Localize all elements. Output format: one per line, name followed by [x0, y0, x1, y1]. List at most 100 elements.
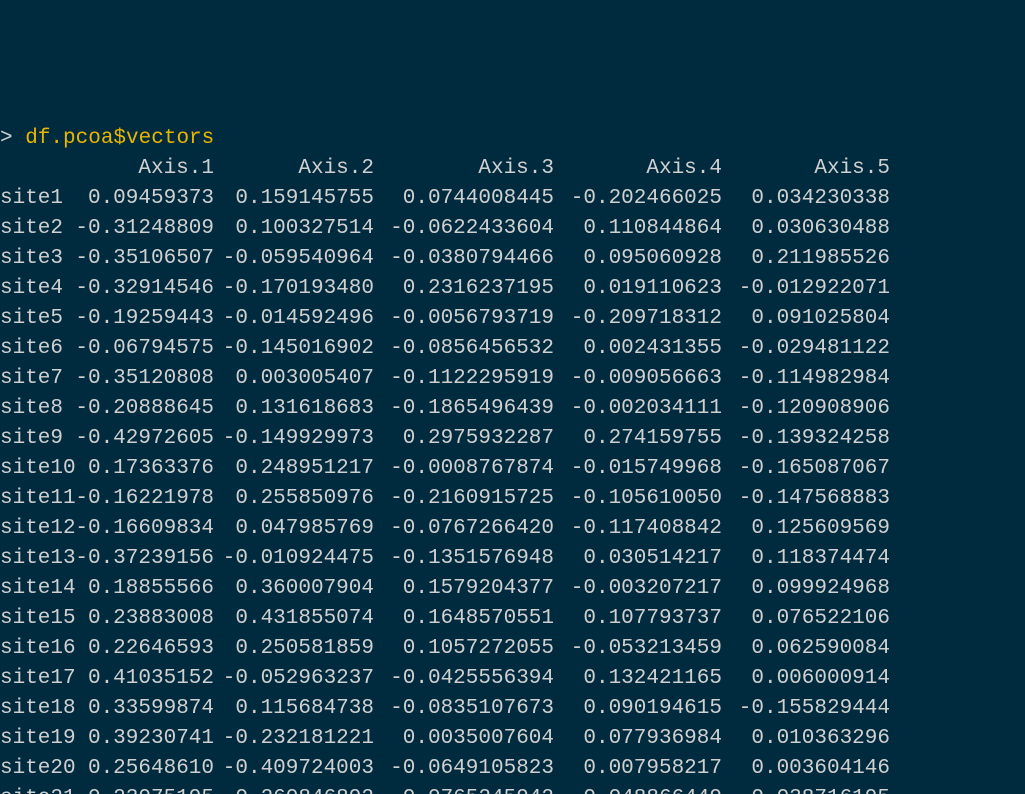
table-cell: -0.42972605 [74, 424, 214, 454]
table-cell: -0.1865496439 [374, 394, 554, 424]
table-cell: 0.090194615 [554, 694, 722, 724]
table-row: site1 0.09459373 0.159145755 0.074400844… [0, 184, 1025, 214]
table-cell: -0.16609834 [74, 514, 214, 544]
table-cell: -0.145016902 [214, 334, 374, 364]
row-name: site18 [0, 694, 74, 724]
table-cell: 0.038716195 [722, 784, 890, 794]
table-cell: 0.0035007604 [374, 724, 554, 754]
table-cell: 0.132421165 [554, 664, 722, 694]
row-name: site10 [0, 454, 74, 484]
table-cell: 0.23075195 [74, 784, 214, 794]
table-cell: -0.002034111 [554, 394, 722, 424]
table-row: site20 0.25648610-0.409724003-0.06491058… [0, 754, 1025, 784]
table-cell: 0.003005407 [214, 364, 374, 394]
table-cell: 0.002431355 [554, 334, 722, 364]
row-name: site16 [0, 634, 74, 664]
table-cell: 0.09459373 [74, 184, 214, 214]
row-name: site12 [0, 514, 74, 544]
row-name: site15 [0, 604, 74, 634]
table-cell: 0.255850976 [214, 484, 374, 514]
table-cell: 0.2316237195 [374, 274, 554, 304]
table-cell: -0.117408842 [554, 514, 722, 544]
row-name: site13 [0, 544, 74, 574]
table-cell: 0.274159755 [554, 424, 722, 454]
table-row: site7-0.35120808 0.003005407-0.112229591… [0, 364, 1025, 394]
table-cell: -0.114982984 [722, 364, 890, 394]
row-name: site21 [0, 784, 74, 794]
table-cell: -0.16221978 [74, 484, 214, 514]
table-cell: -0.31248809 [74, 214, 214, 244]
table-cell: -0.06794575 [74, 334, 214, 364]
r-console-output: > df.pcoa$vectorsAxis.1Axis.2Axis.3Axis.… [0, 124, 1025, 794]
table-cell: -0.155829444 [722, 694, 890, 724]
table-cell: 0.1579204377 [374, 574, 554, 604]
table-cell: 0.100327514 [214, 214, 374, 244]
row-name: site4 [0, 274, 74, 304]
column-header: Axis.1 [74, 154, 214, 184]
prompt-line[interactable]: > df.pcoa$vectors [0, 124, 1025, 154]
prompt-symbol: > [0, 127, 25, 150]
table-cell: -0.0622433604 [374, 214, 554, 244]
table-cell: 0.0744008445 [374, 184, 554, 214]
table-cell: 0.33599874 [74, 694, 214, 724]
table-cell: 0.006000914 [722, 664, 890, 694]
table-row: site16 0.22646593 0.250581859 0.10572720… [0, 634, 1025, 664]
table-cell: -0.052963237 [214, 664, 374, 694]
table-cell: 0.076522106 [722, 604, 890, 634]
table-cell: -0.059540964 [214, 244, 374, 274]
row-name: site5 [0, 304, 74, 334]
table-cell: -0.048866449 [554, 784, 722, 794]
table-cell: -0.1122295919 [374, 364, 554, 394]
table-cell: 0.019110623 [554, 274, 722, 304]
table-cell: -0.20888645 [74, 394, 214, 424]
table-cell: 0.39230741 [74, 724, 214, 754]
table-cell: -0.015749968 [554, 454, 722, 484]
table-cell: -0.209718312 [554, 304, 722, 334]
table-cell: 0.007958217 [554, 754, 722, 784]
table-row: site4-0.32914546-0.170193480 0.231623719… [0, 274, 1025, 304]
table-cell: 0.360007904 [214, 574, 374, 604]
table-cell: -0.012922071 [722, 274, 890, 304]
table-cell: 0.17363376 [74, 454, 214, 484]
table-cell: 0.030630488 [722, 214, 890, 244]
column-header: Axis.4 [554, 154, 722, 184]
table-cell: 0.110844864 [554, 214, 722, 244]
table-row: site8-0.20888645 0.131618683-0.186549643… [0, 394, 1025, 424]
table-row: site18 0.33599874 0.115684738-0.08351076… [0, 694, 1025, 724]
table-cell: 0.034230338 [722, 184, 890, 214]
table-row: site5-0.19259443-0.014592496-0.005679371… [0, 304, 1025, 334]
table-cell: 0.099924968 [722, 574, 890, 604]
table-row: site10 0.17363376 0.248951217-0.00087678… [0, 454, 1025, 484]
table-row: site13-0.37239156-0.010924475-0.13515769… [0, 544, 1025, 574]
table-row: site6-0.06794575-0.145016902-0.085645653… [0, 334, 1025, 364]
table-row: site2-0.31248809 0.100327514-0.062243360… [0, 214, 1025, 244]
table-cell: 0.115684738 [214, 694, 374, 724]
table-cell: -0.0649105823 [374, 754, 554, 784]
table-cell: -0.0856456532 [374, 334, 554, 364]
table-row: site12-0.16609834 0.047985769-0.07672664… [0, 514, 1025, 544]
row-name: site19 [0, 724, 74, 754]
column-header-row: Axis.1Axis.2Axis.3Axis.4Axis.5 [0, 154, 1025, 184]
table-cell: -0.105610050 [554, 484, 722, 514]
column-header: Axis.3 [374, 154, 554, 184]
row-name: site9 [0, 424, 74, 454]
row-name: site11 [0, 484, 74, 514]
table-cell: -0.19259443 [74, 304, 214, 334]
table-cell: -0.149929973 [214, 424, 374, 454]
table-cell: -0.010924475 [214, 544, 374, 574]
row-name: site1 [0, 184, 74, 214]
table-row: site17 0.41035152-0.052963237-0.04255563… [0, 664, 1025, 694]
table-row: site14 0.18855566 0.360007904 0.15792043… [0, 574, 1025, 604]
row-name: site6 [0, 334, 74, 364]
table-cell: -0.0008767874 [374, 454, 554, 484]
row-name: site17 [0, 664, 74, 694]
table-cell: 0.1057272055 [374, 634, 554, 664]
table-cell: -0.0765245942 [374, 784, 554, 794]
table-cell: -0.014592496 [214, 304, 374, 334]
table-cell: 0.211985526 [722, 244, 890, 274]
table-cell: -0.260846892 [214, 784, 374, 794]
table-cell: -0.029481122 [722, 334, 890, 364]
table-cell: -0.0056793719 [374, 304, 554, 334]
table-cell: -0.147568883 [722, 484, 890, 514]
table-cell: -0.232181221 [214, 724, 374, 754]
